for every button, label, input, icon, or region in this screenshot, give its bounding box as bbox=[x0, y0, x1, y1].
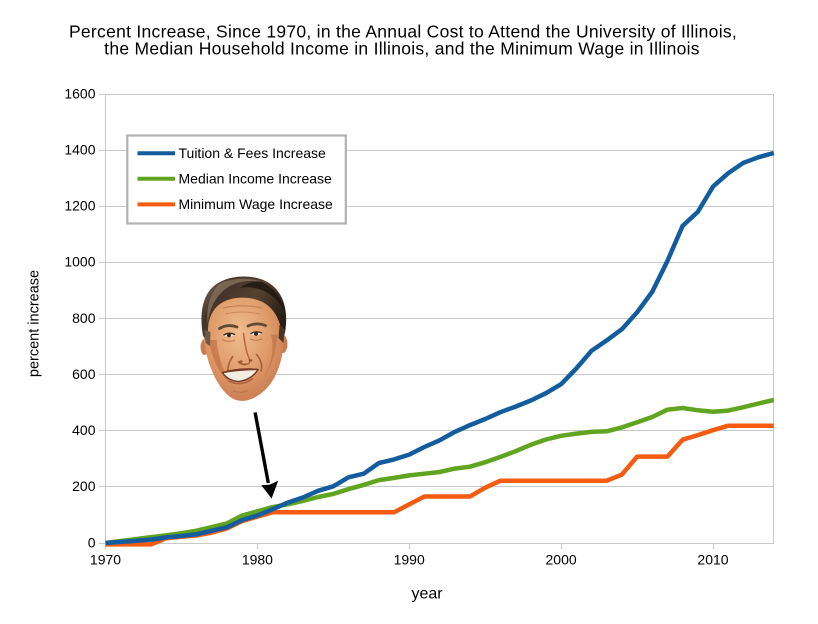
svg-text:2000: 2000 bbox=[546, 551, 577, 567]
svg-text:800: 800 bbox=[72, 310, 96, 326]
svg-text:200: 200 bbox=[72, 478, 96, 494]
svg-text:percent increase: percent increase bbox=[26, 270, 42, 377]
svg-text:1000: 1000 bbox=[64, 254, 95, 270]
svg-text:1400: 1400 bbox=[64, 142, 95, 158]
svg-text:400: 400 bbox=[72, 422, 96, 438]
svg-text:1970: 1970 bbox=[90, 551, 121, 567]
svg-text:1600: 1600 bbox=[64, 85, 95, 101]
svg-text:600: 600 bbox=[72, 366, 96, 382]
svg-text:0: 0 bbox=[88, 534, 96, 550]
svg-text:year: year bbox=[411, 586, 443, 603]
svg-text:Minimum Wage Increase: Minimum Wage Increase bbox=[179, 196, 334, 212]
svg-text:2010: 2010 bbox=[697, 551, 728, 567]
svg-text:Percent Increase, Since 1970,: Percent Increase, Since 1970, in the Ann… bbox=[69, 21, 737, 41]
svg-text:1980: 1980 bbox=[242, 551, 273, 567]
svg-text:1990: 1990 bbox=[394, 551, 425, 567]
svg-text:Median Income Increase: Median Income Increase bbox=[179, 171, 333, 187]
svg-text:the Median Household Income in: the Median Household Income in Illinois,… bbox=[104, 39, 700, 59]
svg-text:1200: 1200 bbox=[64, 198, 95, 214]
svg-text:Tuition & Fees Increase: Tuition & Fees Increase bbox=[179, 145, 327, 161]
